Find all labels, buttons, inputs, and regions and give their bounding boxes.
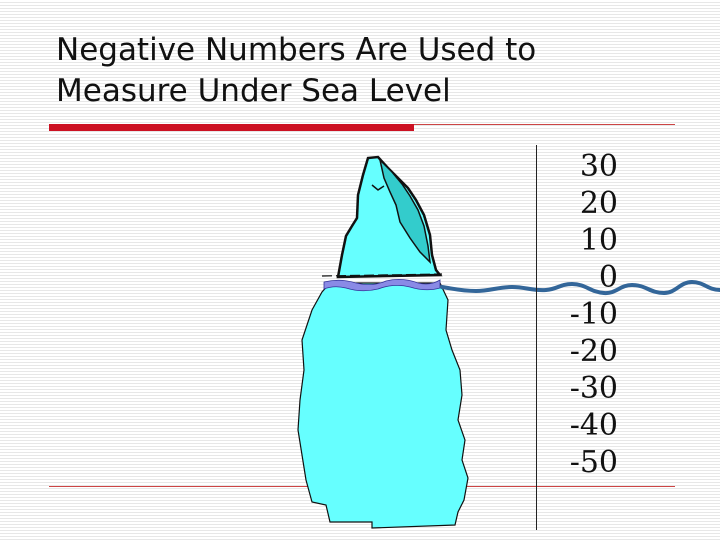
- title-line-2: Measure Under Sea Level: [56, 73, 451, 109]
- scale-label: 20: [579, 186, 618, 221]
- scale-label: 10: [579, 223, 618, 258]
- sea-level-wave: [440, 279, 720, 296]
- scale-label: -30: [569, 371, 618, 406]
- scale-label: -50: [569, 445, 618, 480]
- scale-label: -40: [569, 408, 618, 443]
- waterline-marks: [321, 273, 443, 277]
- title-line-1: Negative Numbers Are Used to: [56, 32, 537, 68]
- slide-title: Negative Numbers Are Used to Measure Und…: [56, 30, 696, 112]
- waterline-band: [323, 279, 441, 292]
- depth-scale-labels: 30 20 10 0 -10 -20 -30 -40 -50: [548, 148, 618, 481]
- scale-label: -20: [569, 334, 618, 369]
- iceberg-underwater: [297, 282, 469, 529]
- iceberg-peak-shadow: [378, 157, 432, 265]
- scale-label: 30: [579, 149, 618, 184]
- depth-scale-axis: [536, 145, 537, 530]
- scale-label: 0: [598, 260, 618, 295]
- iceberg-peak-crease: [371, 184, 385, 191]
- title-accent-bar: [49, 124, 414, 131]
- scale-label: -10: [569, 297, 618, 332]
